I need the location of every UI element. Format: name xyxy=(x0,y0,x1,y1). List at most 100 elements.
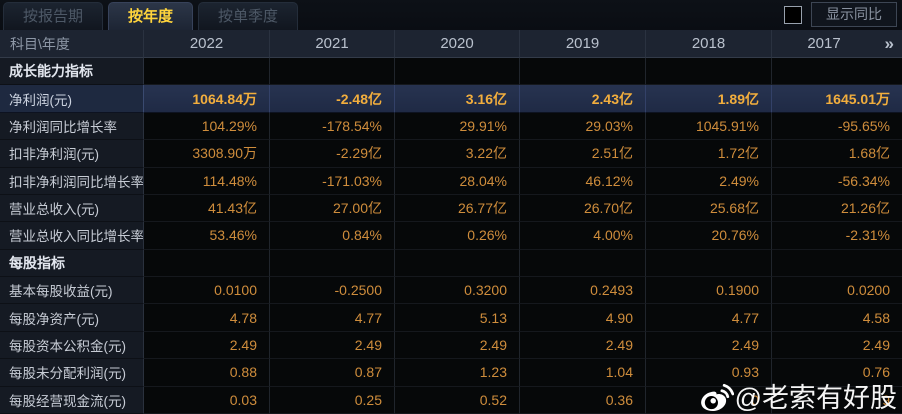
value-cell: -56.34% xyxy=(772,167,902,195)
more-years-icon[interactable]: » xyxy=(884,33,894,53)
value-cell: 0.26% xyxy=(395,222,520,250)
value-cell: 0.25 xyxy=(270,386,395,414)
value-cell: 0.03 xyxy=(144,386,270,414)
tab-by-year[interactable]: 按年度 xyxy=(108,2,194,30)
row-label-cell: 每股未分配利润(元) xyxy=(0,359,144,387)
value-cell xyxy=(646,249,772,277)
value-cell: 28.04% xyxy=(395,167,520,195)
value-cell: -2.29亿 xyxy=(270,140,395,168)
value-cell: 46.12% xyxy=(520,167,646,195)
row-label-cell: 营业总收入同比增长率 xyxy=(0,222,144,250)
value-cell: 0.1900 xyxy=(646,277,772,305)
row-label-cell: 每股经营现金流(元) xyxy=(0,386,144,414)
row-label-cell: 扣非净利润(元) xyxy=(0,140,144,168)
column-header-year-2018: 2018 xyxy=(646,30,772,58)
column-header-year-2021: 2021 xyxy=(270,30,395,58)
value-cell: 1045.91% xyxy=(646,112,772,141)
value-cell: 4.90 xyxy=(520,304,646,332)
value-cell: 41.43亿 xyxy=(144,194,270,223)
column-header-year-2017: 2017» xyxy=(772,30,902,58)
column-header-year-2020: 2020 xyxy=(395,30,520,58)
value-cell: 2.49 xyxy=(395,331,520,360)
value-cell: 26.77亿 xyxy=(395,194,520,223)
value-cell: 25.68亿 xyxy=(646,194,772,223)
column-header-year-2022: 2022 xyxy=(144,30,270,58)
value-cell: 1.89亿 xyxy=(646,85,772,113)
value-cell: -178.54% xyxy=(270,112,395,141)
value-cell: 53.46% xyxy=(144,222,270,250)
value-cell: 9 xyxy=(772,386,902,414)
row-label-cell: 营业总收入(元) xyxy=(0,194,144,223)
value-cell: 2.49 xyxy=(772,331,902,360)
tab-bar: 按报告期 按年度 按单季度 显示同比 xyxy=(0,0,902,30)
row-label-cell: 成长能力指标 xyxy=(0,58,144,86)
value-cell: 1.68亿 xyxy=(772,140,902,168)
value-cell xyxy=(144,249,270,277)
value-cell: 2.49 xyxy=(144,331,270,360)
value-cell: -171.03% xyxy=(270,167,395,195)
row-label-cell: 每股资本公积金(元) xyxy=(0,331,144,360)
value-cell: 0 xyxy=(646,386,772,414)
value-cell: 0.88 xyxy=(144,359,270,387)
show-yoy-label[interactable]: 显示同比 xyxy=(811,2,897,27)
value-cell: 114.48% xyxy=(144,167,270,195)
row-label-cell: 每股指标 xyxy=(0,249,144,277)
value-cell: 3308.90万 xyxy=(144,140,270,168)
row-label-cell: 净利润(元) xyxy=(0,85,144,113)
value-cell: 29.91% xyxy=(395,112,520,141)
value-cell: 21.26亿 xyxy=(772,194,902,223)
value-cell: 29.03% xyxy=(520,112,646,141)
value-cell: 2.51亿 xyxy=(520,140,646,168)
value-cell: 4.00% xyxy=(520,222,646,250)
row-label-cell: 扣非净利润同比增长率 xyxy=(0,167,144,195)
value-cell: 0.52 xyxy=(395,386,520,414)
value-cell: 0.93 xyxy=(646,359,772,387)
value-cell xyxy=(772,58,902,86)
show-yoy-checkbox[interactable] xyxy=(784,5,802,24)
value-cell: 0.2493 xyxy=(520,277,646,305)
value-cell: 2.49 xyxy=(520,331,646,360)
value-cell: 2.49% xyxy=(646,167,772,195)
value-cell: 0.0100 xyxy=(144,277,270,305)
value-cell xyxy=(646,58,772,86)
value-cell: 1064.84万 xyxy=(144,85,270,113)
value-cell xyxy=(144,58,270,86)
row-label-cell: 基本每股收益(元) xyxy=(0,277,144,305)
yoy-controls: 显示同比 xyxy=(784,2,902,30)
value-cell: 27.00亿 xyxy=(270,194,395,223)
value-cell: -2.48亿 xyxy=(270,85,395,113)
value-cell xyxy=(395,58,520,86)
value-cell: 4.77 xyxy=(646,304,772,332)
value-cell: 4.77 xyxy=(270,304,395,332)
value-cell xyxy=(520,249,646,277)
tab-by-report-period[interactable]: 按报告期 xyxy=(3,2,104,30)
value-cell: 1.23 xyxy=(395,359,520,387)
value-cell: 2.49 xyxy=(270,331,395,360)
column-header-subject-year: 科目\年度 xyxy=(0,30,144,58)
value-cell: 0.36 xyxy=(520,386,646,414)
value-cell: 0.3200 xyxy=(395,277,520,305)
value-cell xyxy=(772,249,902,277)
value-cell xyxy=(520,58,646,86)
value-cell: 3.22亿 xyxy=(395,140,520,168)
tab-by-single-quarter[interactable]: 按单季度 xyxy=(198,2,299,30)
value-cell: -0.2500 xyxy=(270,277,395,305)
value-cell: 20.76% xyxy=(646,222,772,250)
value-cell: 4.58 xyxy=(772,304,902,332)
value-cell: 0.0200 xyxy=(772,277,902,305)
value-cell: 0.84% xyxy=(270,222,395,250)
column-header-year-2019: 2019 xyxy=(520,30,646,58)
value-cell: 2.43亿 xyxy=(520,85,646,113)
value-cell: 0.76 xyxy=(772,359,902,387)
financial-table: 科目\年度 2022 2021 2020 2019 2018 2017» 成长能力指标 净利润(… xyxy=(0,30,902,414)
row-label-cell: 每股净资产(元) xyxy=(0,304,144,332)
value-cell: 104.29% xyxy=(144,112,270,141)
value-cell xyxy=(270,249,395,277)
value-cell xyxy=(270,58,395,86)
value-cell: 2.49 xyxy=(646,331,772,360)
value-cell: -95.65% xyxy=(772,112,902,141)
value-cell: 5.13 xyxy=(395,304,520,332)
value-cell: 1.72亿 xyxy=(646,140,772,168)
row-label-cell: 净利润同比增长率 xyxy=(0,112,144,141)
